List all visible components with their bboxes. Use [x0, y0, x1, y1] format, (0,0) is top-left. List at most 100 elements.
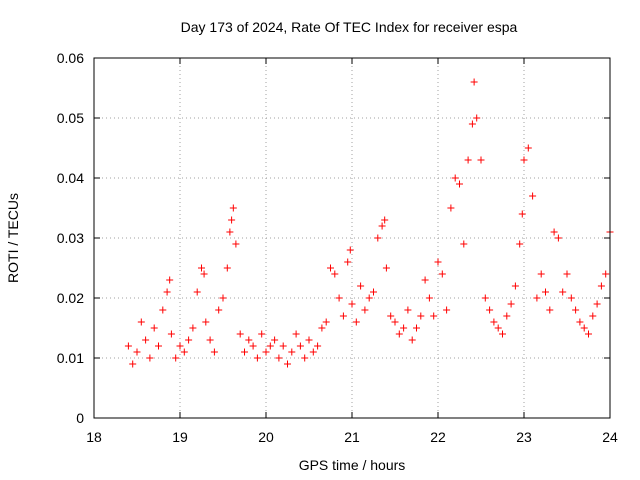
- data-point: [348, 300, 356, 308]
- x-tick-label: 23: [516, 429, 532, 445]
- data-point: [537, 270, 545, 278]
- data-point: [404, 306, 412, 314]
- x-tick-label: 22: [430, 429, 446, 445]
- data-point: [219, 294, 227, 302]
- data-point: [180, 348, 188, 356]
- data-point: [554, 234, 562, 242]
- data-point: [166, 276, 174, 284]
- data-point: [477, 156, 485, 164]
- data-point: [533, 294, 541, 302]
- data-point: [344, 258, 352, 266]
- data-point: [580, 324, 588, 332]
- y-tick-label: 0: [76, 410, 84, 426]
- data-point: [226, 228, 234, 236]
- data-point: [146, 354, 154, 362]
- data-point: [511, 282, 519, 290]
- data-point: [451, 174, 459, 182]
- data-point: [374, 234, 382, 242]
- data-point: [305, 336, 313, 344]
- data-point: [163, 288, 171, 296]
- data-point: [202, 318, 210, 326]
- data-point: [284, 360, 291, 368]
- data-point: [198, 264, 205, 272]
- data-point: [309, 348, 317, 356]
- data-point: [490, 318, 498, 326]
- data-point: [518, 210, 526, 218]
- y-tick-label: 0.03: [57, 230, 84, 246]
- data-point: [425, 294, 433, 302]
- data-point: [253, 354, 261, 362]
- data-point: [352, 318, 360, 326]
- data-point: [438, 270, 446, 278]
- data-point: [470, 78, 478, 86]
- x-tick-label: 19: [172, 429, 188, 445]
- data-point: [516, 240, 524, 248]
- data-point: [124, 342, 132, 350]
- data-point: [499, 330, 506, 338]
- data-point: [481, 294, 489, 302]
- data-series: [124, 78, 614, 368]
- data-point: [133, 348, 141, 356]
- y-tick-label: 0.05: [57, 110, 84, 126]
- data-point: [567, 294, 575, 302]
- data-point: [200, 270, 208, 278]
- data-point: [229, 204, 237, 212]
- data-point: [559, 288, 567, 296]
- data-point: [159, 306, 167, 314]
- data-point: [301, 354, 309, 362]
- data-point: [443, 306, 451, 314]
- data-point: [318, 324, 326, 332]
- data-point: [357, 282, 365, 290]
- x-axis-label: GPS time / hours: [299, 457, 406, 473]
- chart-title: Day 173 of 2024, Rate Of TEC Index for r…: [181, 19, 518, 35]
- x-tick-label: 20: [258, 429, 274, 445]
- data-point: [249, 342, 257, 350]
- data-point: [370, 288, 377, 296]
- data-point: [189, 324, 197, 332]
- data-point: [576, 318, 584, 326]
- data-point: [236, 330, 244, 338]
- data-point: [572, 306, 580, 314]
- data-point: [210, 348, 218, 356]
- data-point: [585, 330, 592, 338]
- y-tick-label: 0.06: [57, 50, 84, 66]
- data-point: [262, 348, 270, 356]
- data-point: [597, 282, 605, 290]
- y-axis-label: ROTI / TECUs: [5, 193, 21, 283]
- data-point: [468, 120, 476, 128]
- data-point: [172, 354, 180, 362]
- data-point: [550, 228, 558, 236]
- axis-ticks: 0 0.01 0.02 0.03 0.04 0.05 0.06 18 19 20 21 22 23 24: [57, 50, 618, 445]
- data-point: [292, 330, 300, 338]
- data-point: [486, 306, 494, 314]
- data-point: [400, 324, 408, 332]
- data-point: [176, 342, 184, 350]
- data-point: [142, 336, 150, 344]
- data-point: [387, 312, 395, 320]
- data-point: [464, 156, 472, 164]
- data-point: [322, 318, 330, 326]
- data-point: [391, 318, 399, 326]
- x-tick-label: 18: [86, 429, 102, 445]
- data-point: [382, 264, 390, 272]
- y-tick-label: 0.04: [57, 170, 84, 186]
- data-point: [542, 288, 549, 296]
- data-point: [335, 294, 343, 302]
- data-point: [331, 270, 339, 278]
- data-point: [275, 354, 283, 362]
- data-point: [241, 348, 248, 356]
- data-point: [589, 312, 597, 320]
- data-point: [460, 240, 468, 248]
- data-point: [473, 114, 481, 122]
- data-point: [185, 336, 193, 344]
- data-point: [430, 312, 438, 320]
- x-tick-label: 21: [344, 429, 360, 445]
- data-point: [339, 312, 347, 320]
- data-point: [520, 156, 528, 164]
- data-point: [279, 342, 287, 350]
- data-point: [524, 144, 532, 152]
- data-point: [150, 324, 158, 332]
- data-point: [361, 306, 369, 314]
